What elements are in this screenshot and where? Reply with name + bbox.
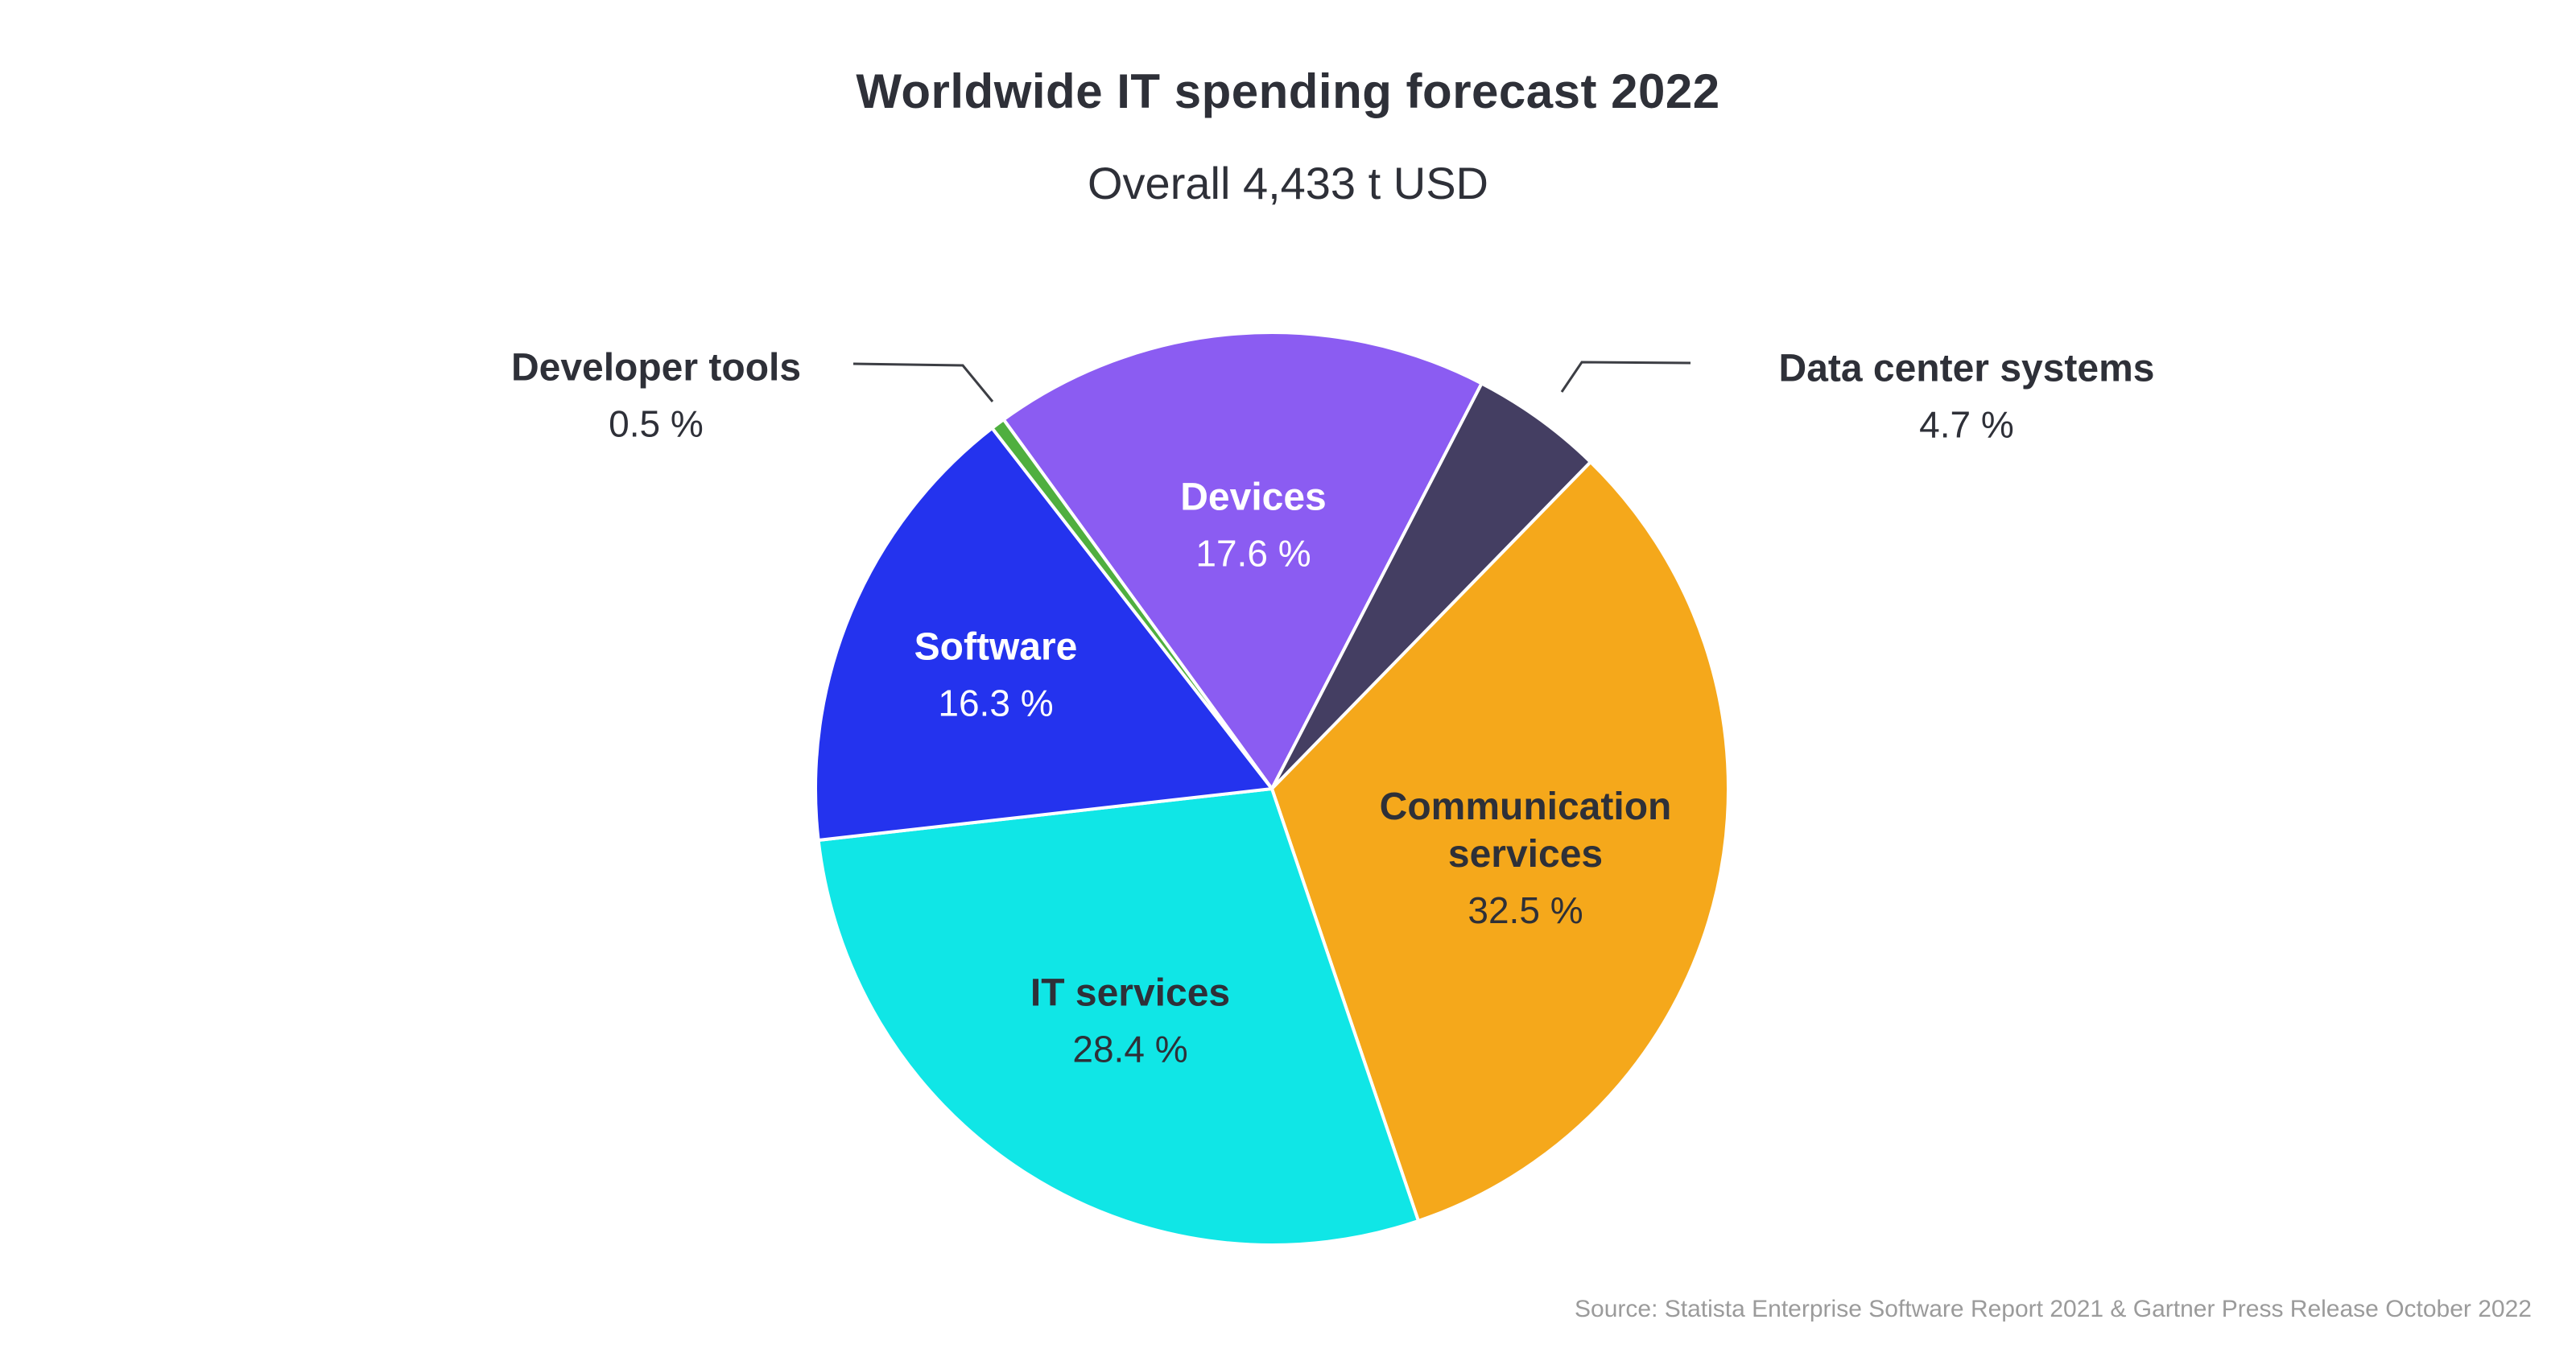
pie-slice-developer-tools[interactable] — [990, 418, 1274, 790]
leader-line-data-center-systems — [1560, 361, 1691, 393]
source-note: Source: Statista Enterprise Software Rep… — [1575, 1296, 2532, 1322]
leader-line-developer-tools — [852, 362, 994, 402]
chart-title: Worldwide IT spending forecast 2022 — [856, 64, 1720, 118]
pie-slice-data-center-systems[interactable] — [1270, 381, 1592, 790]
pie-slice-it-services[interactable] — [816, 787, 1420, 1247]
pie-slice-software[interactable] — [814, 426, 1274, 842]
pie-slice-communication-services[interactable] — [1270, 460, 1730, 1223]
chart-subtitle: Overall 4,433 t USD — [1088, 158, 1488, 208]
pie-slice-devices[interactable] — [1001, 331, 1484, 790]
